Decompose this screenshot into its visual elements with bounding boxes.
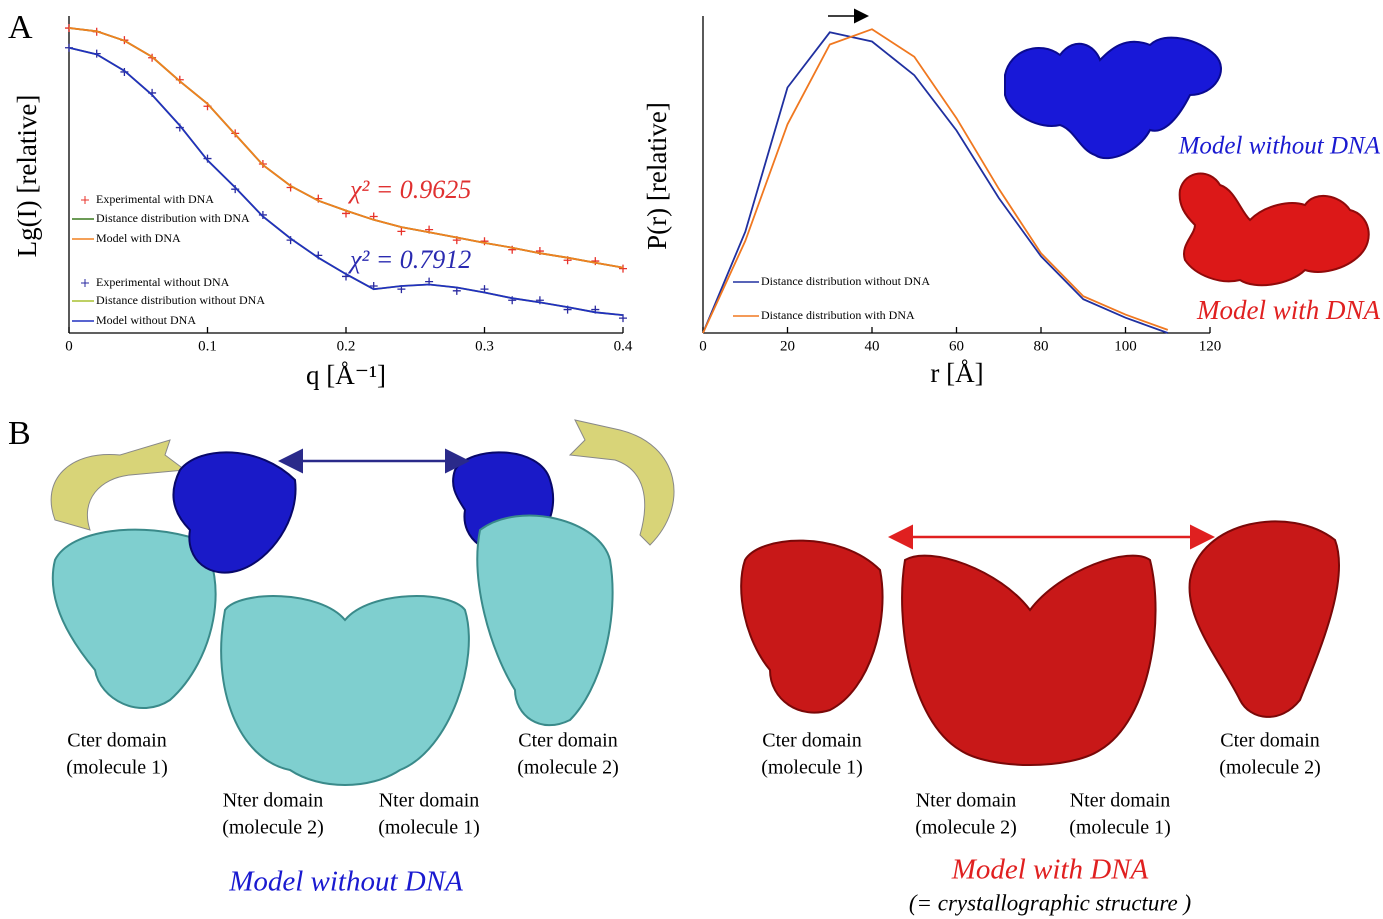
x-tick-label: 60 — [949, 338, 964, 354]
domain — [901, 554, 1157, 766]
legend-marker — [81, 279, 89, 287]
domain — [51, 528, 217, 710]
data-line — [68, 27, 624, 269]
x-tick-label: 0.2 — [337, 338, 356, 354]
structure-title: Model with DNA — [951, 854, 1149, 886]
x-tick-label: 0 — [699, 338, 707, 354]
legend-label: Distance distribution with DNA — [96, 211, 250, 225]
domain-label: Cter domain — [1220, 730, 1319, 752]
domain-label: (molecule 1) — [1069, 817, 1171, 839]
domain-label: Nter domain — [379, 790, 480, 812]
domain-label: (molecule 2) — [1219, 757, 1321, 779]
domain — [476, 514, 614, 727]
surface-model-red — [1178, 172, 1370, 287]
domain-label: Cter domain — [67, 730, 166, 752]
data-point — [619, 264, 627, 273]
domain-label: (molecule 1) — [378, 817, 480, 839]
legend-label: Model without DNA — [96, 313, 196, 327]
legend-label: Distance distribution without DNA — [761, 274, 930, 288]
structure-title: Model without DNA — [228, 866, 463, 898]
x-tick-label: 100 — [1114, 338, 1137, 354]
annotation: χ² = 0.7912 — [347, 245, 471, 274]
domain-label: Nter domain — [916, 790, 1017, 812]
domain — [740, 539, 884, 714]
x-axis-label: q [Å⁻¹] — [306, 360, 386, 390]
data-point — [397, 227, 406, 236]
y-axis-label: Lg(I) [relative] — [12, 95, 42, 258]
x-tick-label: 80 — [1034, 338, 1049, 354]
annotation: Model with DNA — [1196, 295, 1380, 325]
x-tick-label: 40 — [865, 338, 880, 354]
domain-label: (molecule 1) — [761, 757, 863, 779]
legend-label: Distance distribution without DNA — [96, 293, 265, 307]
domain-label: Nter domain — [1070, 790, 1171, 812]
x-tick-label: 0.4 — [614, 338, 633, 354]
x-tick-label: 0 — [65, 338, 73, 354]
x-tick-label: 120 — [1199, 338, 1222, 354]
legend-label: Distance distribution with DNA — [761, 308, 915, 322]
data-line — [702, 31, 1169, 334]
annotation: Model without DNA — [1178, 133, 1381, 160]
x-tick-label: 20 — [780, 338, 795, 354]
move-arrow — [568, 419, 675, 546]
legend-label: Experimental without DNA — [96, 275, 230, 289]
data-line — [702, 28, 1169, 334]
domain-label: (molecule 1) — [66, 757, 168, 779]
domain-label: (molecule 2) — [222, 817, 324, 839]
domain-label: Nter domain — [223, 790, 324, 812]
x-tick-label: 0.1 — [198, 338, 217, 354]
domain — [172, 451, 297, 574]
move-arrow — [50, 439, 187, 531]
data-line — [68, 46, 624, 316]
annotation: χ² = 0.9625 — [347, 175, 471, 204]
structure-subtitle: (= crystallographic structure ) — [909, 890, 1191, 915]
surface-model-blue — [1004, 36, 1222, 160]
data-point — [591, 257, 600, 266]
y-axis-label: P(r) [relative] — [642, 102, 672, 250]
domain — [1188, 520, 1340, 718]
data-point — [480, 237, 489, 246]
structure-without-dna — [50, 419, 675, 786]
data-point — [619, 314, 627, 323]
domain-label: Cter domain — [518, 730, 617, 752]
legend-marker — [81, 196, 89, 204]
domain-label: (molecule 2) — [517, 757, 619, 779]
legend-label: Model with DNA — [96, 231, 181, 245]
legend-label: Experimental with DNA — [96, 192, 214, 206]
structure-with-dna — [740, 520, 1340, 766]
domain — [220, 595, 470, 786]
domain-label: Cter domain — [762, 730, 861, 752]
panel-label: A — [8, 9, 33, 46]
x-tick-label: 0.3 — [475, 338, 494, 354]
x-axis-label: r [Å] — [930, 358, 983, 388]
domain-label: (molecule 2) — [915, 817, 1017, 839]
panel-label: B — [8, 415, 31, 452]
